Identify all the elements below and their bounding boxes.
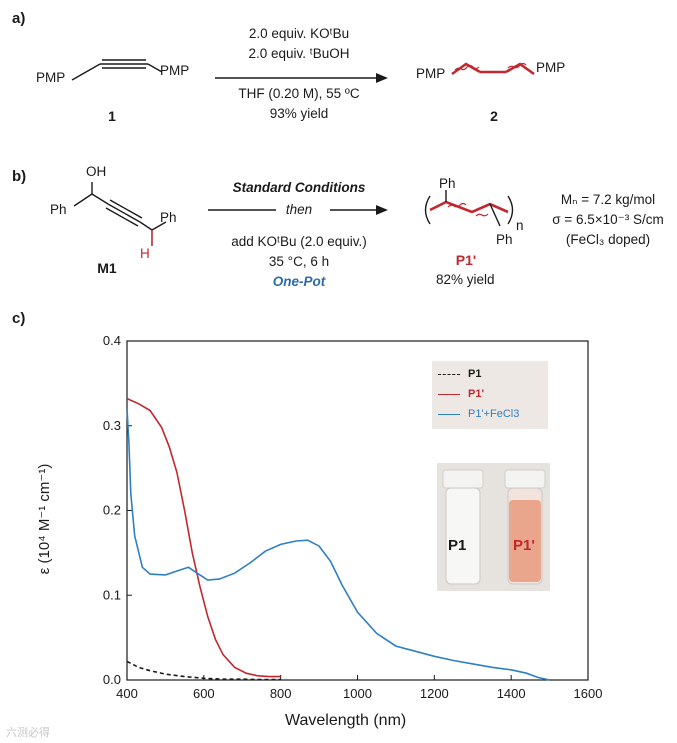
diene-wavy-2 (507, 62, 527, 69)
prop-mn: Mₙ = 7.2 kg/mol (560, 192, 656, 207)
legend-p1prime-fecl3: P1'+FeCl3 (438, 408, 519, 420)
bond-m2 (139, 221, 153, 231)
panel-c-label: c) (12, 310, 26, 327)
x-tick-label: 1600 (574, 686, 603, 701)
vial-photo (437, 463, 550, 591)
m1-ph-left: Ph (50, 202, 67, 217)
m1-oh: OH (86, 164, 107, 179)
reactant-pmp-right: PMP (160, 63, 190, 78)
series-line-1 (126, 397, 281, 678)
y-tick-label: 0.0 (103, 672, 121, 687)
compound-2-label: 2 (490, 108, 498, 124)
watermark: 六测必得 (6, 727, 50, 739)
legend-swatch-fecl3 (438, 413, 460, 415)
m1-h: H (140, 246, 150, 261)
polymer-backbone (429, 200, 509, 214)
polymer-yield: 82% yield (436, 272, 495, 287)
prop-doped: (FeCl₃ doped) (565, 232, 651, 247)
product-pmp-left: PMP (416, 66, 446, 81)
x-tick-label: 1000 (343, 686, 372, 701)
conditions-yield: 93% yield (269, 106, 329, 121)
x-tick-label: 600 (193, 686, 215, 701)
vial-cap-p1 (442, 469, 484, 489)
cond-temp: 35 °C, 6 h (268, 254, 330, 269)
m1-ph-right: Ph (160, 210, 177, 225)
vial-p1 (445, 487, 481, 585)
series-line-2 (126, 408, 550, 681)
y-tick-label: 0.1 (103, 587, 121, 602)
legend-swatch-p1 (438, 373, 460, 375)
polymer-ph-bottom: Ph (496, 232, 513, 247)
m1-triple-top (109, 199, 143, 219)
legend-p1: P1 (438, 368, 481, 380)
cond-then: then (285, 202, 313, 217)
photo-label-p1: P1 (448, 537, 467, 554)
conditions-line-1: 2.0 equiv. KOᵗBu (248, 26, 350, 41)
legend-label-p1: P1 (468, 368, 482, 380)
polymer-label: P1' (455, 252, 477, 268)
legend-box (432, 361, 548, 429)
panel-b-label: b) (12, 168, 27, 185)
chart-ticks: 400 600 800 1000 1200 1400 1600 0.0 0.1 0.2 0.3 0.4 (103, 333, 603, 701)
diene-bond-2 (505, 62, 535, 76)
bracket-right (507, 195, 514, 225)
bond-ph2 (151, 221, 167, 231)
y-tick-label: 0.2 (103, 503, 121, 518)
series-line-0 (126, 660, 281, 681)
product-pmp-right: PMP (536, 60, 566, 75)
photo-label-p1prime: P1' (513, 537, 535, 554)
x-tick-label: 1200 (420, 686, 449, 701)
arrowhead-a (376, 73, 388, 83)
conditions-line-2: 2.0 equiv. ᵗBuOH (248, 46, 350, 61)
cond-add: add KOᵗBu (2.0 equiv.) (231, 234, 367, 249)
bond-a2 (147, 63, 163, 73)
bond-ph1 (73, 193, 93, 207)
x-tick-label: 800 (270, 686, 292, 701)
x-tick-label: 400 (116, 686, 138, 701)
y-tick-label: 0.3 (103, 418, 121, 433)
compound-1-label: 1 (108, 108, 116, 124)
cond-onepot: One-Pot (272, 274, 326, 289)
prop-sigma: σ = 6.5×10⁻³ S/cm (552, 212, 664, 227)
panel-a-label: a) (12, 10, 26, 27)
panel-a-scheme (71, 59, 535, 83)
x-tick-label: 1400 (497, 686, 526, 701)
polymer-wavy-2 (475, 213, 489, 217)
bond-ph-bottom (489, 203, 501, 227)
vial-p1prime-solution (509, 500, 541, 582)
y-axis-label: ε (10⁴ M⁻¹ cm⁻¹) (36, 463, 53, 575)
m1-label: M1 (97, 260, 117, 276)
arrowhead-b (376, 205, 388, 215)
cond-standard: Standard Conditions (232, 180, 366, 195)
legend-swatch-p1prime (438, 393, 460, 395)
legend-label-fecl3: P1'+FeCl3 (468, 408, 520, 420)
bond-m1 (91, 193, 109, 205)
reactant-pmp-left: PMP (36, 70, 66, 85)
bond-a1 (71, 63, 101, 81)
x-axis-label: Wavelength (nm) (285, 712, 407, 729)
panel-b-scheme (73, 182, 514, 246)
m1-triple-bottom (105, 207, 139, 227)
polymer-n: n (516, 218, 524, 233)
polymer-wavy-1 (447, 202, 467, 208)
legend-label-p1prime: P1' (468, 388, 485, 400)
m1-triple-center (107, 203, 141, 223)
chart-series (126, 397, 550, 681)
polymer-ph-top: Ph (439, 176, 456, 191)
legend-p1prime: P1' (438, 388, 484, 400)
vial-cap-p1prime (504, 469, 546, 489)
diene-wavy-1 (454, 64, 480, 71)
diene-bond-1 (451, 62, 481, 76)
conditions-line-3: THF (0.20 M), 55 ºC (238, 86, 360, 101)
bracket-left (424, 195, 431, 225)
y-tick-label: 0.4 (103, 333, 121, 348)
